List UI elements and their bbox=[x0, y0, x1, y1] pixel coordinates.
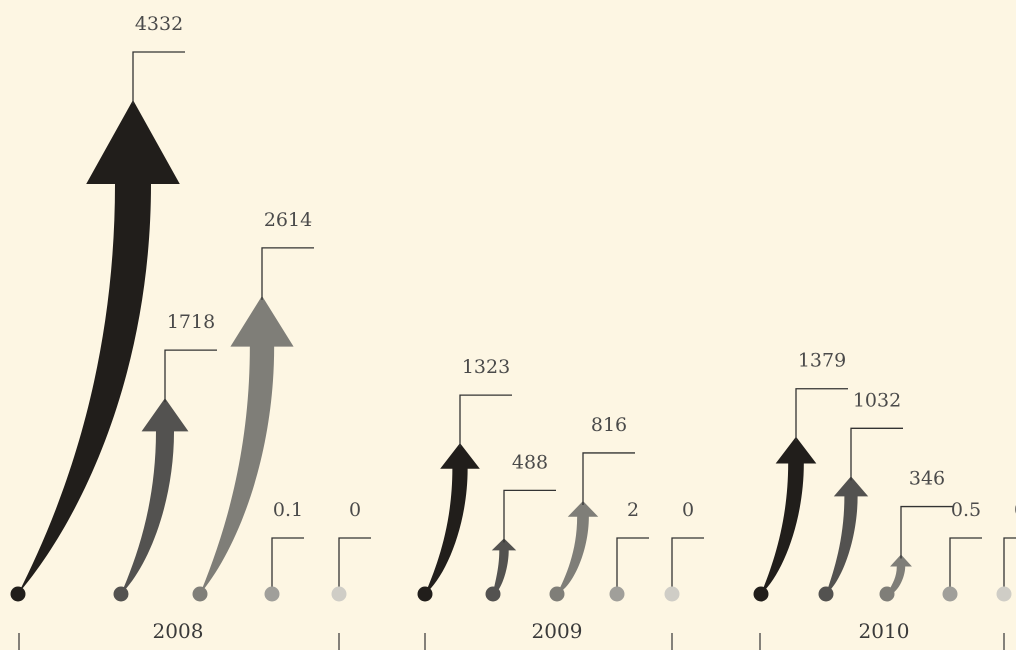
value-label: 1379 bbox=[798, 350, 846, 372]
base-dot bbox=[753, 586, 769, 602]
base-dot bbox=[818, 586, 834, 602]
value-label: 816 bbox=[591, 414, 627, 436]
value-label: 346 bbox=[909, 468, 945, 490]
annotation-line bbox=[459, 394, 512, 448]
base-dot bbox=[609, 586, 625, 602]
value-label: 1718 bbox=[167, 311, 215, 333]
annotation-line bbox=[616, 537, 649, 594]
value-arrow bbox=[200, 295, 294, 594]
year-group-2008: 2008 4332 1718 2614 0.1 0 bbox=[10, 13, 371, 650]
base-dot bbox=[417, 586, 433, 602]
year-group-2009: 2009 1323 488 816 2 0 bbox=[417, 356, 704, 650]
value-arrow bbox=[18, 100, 180, 594]
annotation-line bbox=[671, 537, 704, 594]
base-dot bbox=[10, 586, 26, 602]
year-group-2010: 2010 1379 1032 346 0.5 0 bbox=[753, 350, 1016, 650]
annotation-line bbox=[795, 388, 848, 441]
annotation-line bbox=[261, 247, 314, 300]
value-label: 2614 bbox=[264, 209, 312, 231]
base-dot bbox=[996, 586, 1012, 602]
value-label: 1032 bbox=[853, 389, 901, 411]
value-arrow bbox=[826, 476, 869, 594]
annotation-line bbox=[1003, 537, 1016, 594]
base-dot bbox=[192, 586, 208, 602]
base-dot bbox=[485, 586, 501, 602]
base-dot bbox=[942, 586, 958, 602]
value-label: 2 bbox=[627, 499, 639, 521]
value-label: 1323 bbox=[462, 356, 510, 378]
value-arrow bbox=[425, 443, 480, 594]
value-arrow bbox=[557, 500, 599, 594]
value-arrow bbox=[121, 398, 189, 594]
annotation-line bbox=[338, 537, 371, 594]
year-label: 2010 bbox=[859, 619, 910, 643]
year-label: 2009 bbox=[532, 619, 583, 643]
annotation-line bbox=[850, 427, 903, 481]
annotation-line bbox=[503, 489, 556, 543]
value-arrow bbox=[491, 538, 517, 594]
base-dot bbox=[264, 586, 280, 602]
value-label: 0 bbox=[1014, 499, 1016, 521]
value-label: 0.5 bbox=[951, 499, 981, 521]
annotation-line bbox=[164, 349, 217, 403]
annotation-line bbox=[900, 505, 953, 559]
annotation-line bbox=[582, 452, 635, 505]
value-label: 0 bbox=[349, 499, 361, 521]
base-dot bbox=[664, 586, 680, 602]
annotation-line bbox=[132, 51, 185, 104]
value-label: 0 bbox=[682, 499, 694, 521]
base-dot bbox=[113, 586, 129, 602]
value-label: 488 bbox=[512, 451, 548, 473]
value-arrow bbox=[761, 436, 817, 594]
base-dot bbox=[879, 586, 895, 602]
value-arrow bbox=[887, 554, 912, 595]
annotation-line bbox=[949, 537, 982, 594]
base-dot bbox=[331, 586, 347, 602]
value-label: 0.1 bbox=[273, 499, 303, 521]
annotation-line bbox=[271, 537, 304, 594]
year-label: 2008 bbox=[153, 619, 204, 643]
value-label: 4332 bbox=[135, 13, 183, 35]
base-dot bbox=[549, 586, 565, 602]
